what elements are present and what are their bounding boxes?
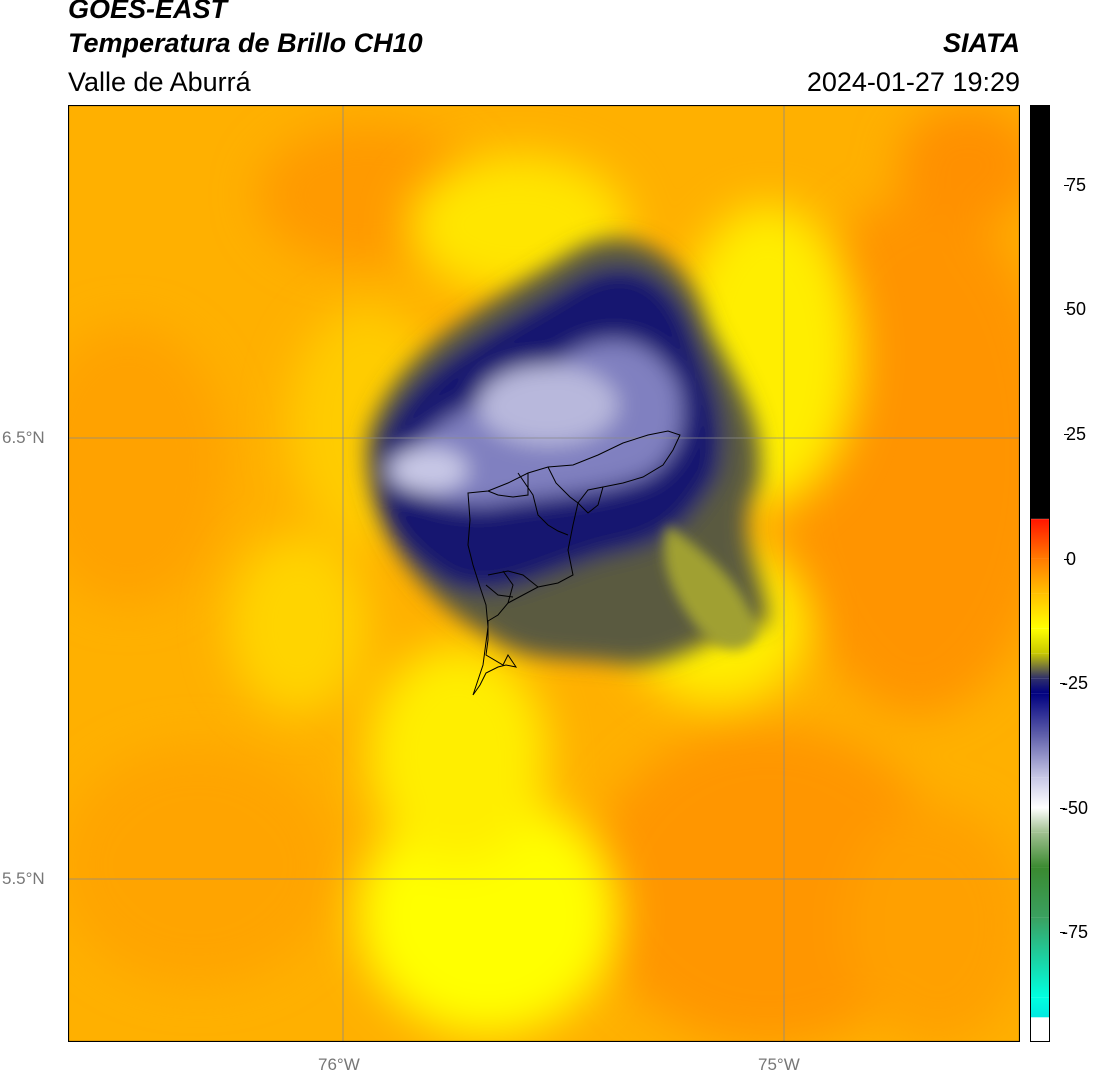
colorbar-segment [1030,832,1050,868]
product-title: Temperatura de Brillo CH10 [68,28,423,58]
colorbar-segment [1030,807,1050,833]
colorbar-segment [1030,653,1050,679]
colorbar-segment [1030,777,1050,808]
datetime-label: 2024-01-27 19:29 [806,67,1020,97]
colorbar-segment [1030,593,1050,629]
colorbar-segment [1030,678,1050,694]
satellite-title: GOES-EAST [68,0,228,24]
colorbar-tick-label: 0 [1063,548,1077,569]
lat-label-6-5: 6.5°N [2,428,45,447]
colorbar-segment [1030,558,1050,594]
lon-label-75w: 75°W [758,1055,800,1074]
warm-regions [68,105,1020,1042]
cloud-system [367,239,768,665]
colorbar-tick-label: 25 [1063,423,1087,444]
municipality-boundaries [467,430,681,696]
gridlines [68,105,1020,1042]
colorbar-tick-label: -25 [1059,673,1089,694]
colorbar-tick-label: 75 [1063,174,1087,195]
colorbar [1030,105,1050,1042]
colorbar-segment [1030,519,1050,559]
brightness-temperature-map [68,105,1020,1042]
colorbar-segment [1030,105,1050,519]
colorbar-segment [1030,693,1050,733]
region-subtitle: Valle de Aburrá [68,67,251,97]
lat-label-5-5: 5.5°N [2,869,45,888]
lon-label-76w: 76°W [318,1055,360,1074]
colorbar-tick-label: -75 [1059,922,1089,943]
colorbar-segment [1030,997,1050,1018]
colorbar-tick-label: -50 [1059,797,1089,818]
colorbar-tick-label: 50 [1063,299,1087,320]
colorbar-segment [1030,732,1050,778]
organization-label: SIATA [943,28,1020,58]
cloud-tail [664,525,758,650]
colorbar-segment [1030,917,1050,998]
colorbar-segment [1030,628,1050,654]
colorbar-segment [1030,867,1050,918]
colorbar-segment [1030,1017,1050,1042]
